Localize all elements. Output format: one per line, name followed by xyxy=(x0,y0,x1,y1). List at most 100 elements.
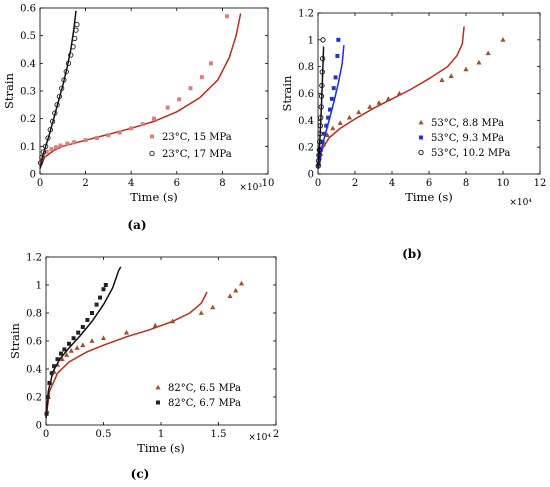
x-tick-label: 10 xyxy=(262,178,275,189)
data-point-0 xyxy=(59,356,65,362)
data-point-0 xyxy=(238,280,245,286)
data-point-1 xyxy=(43,143,49,149)
x-tick-label: 0 xyxy=(43,429,49,440)
data-point-1 xyxy=(335,53,340,58)
y-tick-label: 0.4 xyxy=(298,116,314,127)
data-point-0 xyxy=(337,120,343,125)
data-point-0 xyxy=(165,105,170,110)
y-tick-label: 0 xyxy=(30,170,36,181)
x-tick-label: 12 xyxy=(534,178,547,189)
data-point-1 xyxy=(329,96,334,101)
y-tick-label: 1 xyxy=(36,281,42,292)
data-point-1 xyxy=(90,311,94,315)
legend-label-0: 53°C, 8.8 MPa xyxy=(431,118,504,129)
data-point-1 xyxy=(56,93,63,100)
legend-marker-1 xyxy=(419,135,423,140)
panel-c-chart: 0 0.5 1 1.5 2 0 0.2 0.4 0.6 0.8 1 1.2 Time (s) Strain… xyxy=(8,253,279,456)
data-point-1 xyxy=(62,347,67,352)
data-point-0 xyxy=(210,304,216,310)
data-point-0 xyxy=(74,345,80,350)
x-axis-label: Time (s) xyxy=(130,190,178,204)
y-tick-label: 0 xyxy=(308,170,314,181)
y-axis-label: Strain xyxy=(280,75,294,112)
data-point-1 xyxy=(80,325,85,329)
y-tick-label: 0.8 xyxy=(26,309,42,320)
y-tick-label: 1.2 xyxy=(26,253,42,264)
data-point-1 xyxy=(59,85,65,91)
data-point-0 xyxy=(80,342,86,348)
data-point-0 xyxy=(129,126,134,131)
y-axis-label: Strain xyxy=(2,72,16,109)
data-point-1 xyxy=(74,21,80,28)
y-tick-label: 0.8 xyxy=(298,62,314,73)
data-point-1 xyxy=(70,44,76,50)
data-point-0 xyxy=(463,66,469,72)
data-point-0 xyxy=(100,335,107,341)
data-point-0 xyxy=(485,50,491,56)
y-tick-label: 0.2 xyxy=(20,114,36,125)
caption-c: (c) xyxy=(131,467,150,481)
y-tick-label: 0.5 xyxy=(20,31,36,42)
legend-marker-0 xyxy=(418,119,424,125)
legend-marker-2 xyxy=(418,149,424,156)
legend-label-0: 82°C, 6.5 MPa xyxy=(168,383,241,394)
x-tick-label: 2 xyxy=(82,178,88,189)
data-point-0 xyxy=(356,109,362,115)
data-point-2 xyxy=(318,104,324,110)
data-point-0 xyxy=(106,133,111,138)
data-point-1 xyxy=(324,123,329,128)
data-point-1 xyxy=(44,411,49,416)
x-axis-multiplier: ×10³ xyxy=(239,183,262,193)
x-axis-multiplier: ×10⁴ xyxy=(248,433,271,443)
data-point-1 xyxy=(333,75,338,80)
model-curve-0 xyxy=(317,26,465,168)
data-point-1 xyxy=(73,27,79,33)
y-tick-label: 0.4 xyxy=(26,365,42,376)
x-axis-multiplier: ×10⁴ xyxy=(509,198,532,208)
model-curve-1 xyxy=(45,266,122,419)
data-point-1 xyxy=(61,77,67,83)
data-point-0 xyxy=(140,122,145,127)
data-point-1 xyxy=(55,357,60,362)
data-point-1 xyxy=(49,371,54,376)
legend-label-1: 82°C, 6.7 MPa xyxy=(168,398,241,409)
y-tick-label: 0.6 xyxy=(298,89,314,100)
data-point-2 xyxy=(317,131,323,137)
data-point-0 xyxy=(177,97,182,102)
data-point-1 xyxy=(45,135,51,141)
data-point-0 xyxy=(367,104,373,109)
data-point-1 xyxy=(39,154,45,161)
data-point-0 xyxy=(169,318,176,324)
data-point-0 xyxy=(123,329,130,335)
data-point-1 xyxy=(103,283,108,287)
model-curve-0 xyxy=(39,13,242,169)
model-curve-0 xyxy=(45,291,208,419)
data-point-2 xyxy=(318,93,325,99)
data-point-1 xyxy=(67,341,71,346)
data-point-1 xyxy=(40,149,47,155)
data-point-2 xyxy=(316,147,322,153)
data-point-1 xyxy=(328,107,333,112)
model-curve-2 xyxy=(317,46,325,169)
y-tick-label: 0.3 xyxy=(20,87,36,98)
data-point-1 xyxy=(101,287,106,292)
data-point-0 xyxy=(117,130,122,135)
data-point-1 xyxy=(47,127,53,133)
data-point-1 xyxy=(317,155,322,160)
data-point-0 xyxy=(448,73,454,78)
y-tick-label: 0.1 xyxy=(20,142,36,153)
legend-marker-1 xyxy=(149,150,155,157)
data-point-1 xyxy=(58,351,63,356)
x-tick-label: 0 xyxy=(315,178,321,189)
data-point-0 xyxy=(83,138,88,143)
data-point-1 xyxy=(52,110,58,116)
x-tick-label: 8 xyxy=(219,178,225,189)
data-point-0 xyxy=(95,136,99,141)
legend-label-1: 23°C, 17 MPa xyxy=(162,149,232,160)
data-point-0 xyxy=(376,100,382,105)
data-point-2 xyxy=(317,139,323,145)
data-point-2 xyxy=(315,163,321,169)
x-axis-label: Time (s) xyxy=(405,190,453,204)
legend-marker-1 xyxy=(156,400,160,405)
